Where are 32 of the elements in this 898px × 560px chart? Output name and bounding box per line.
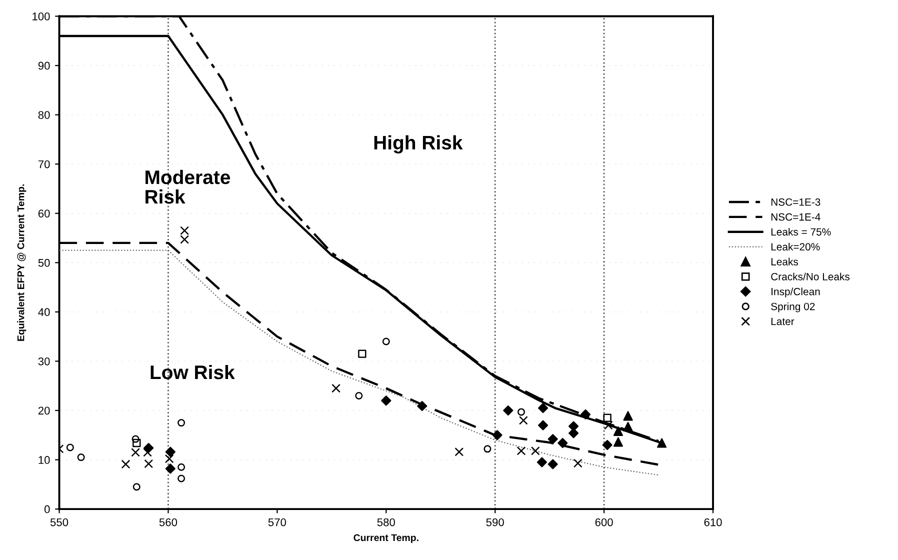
y-tick-label: 50 xyxy=(38,258,50,267)
y-tick-label: 10 xyxy=(38,456,50,464)
annotation: Low Risk xyxy=(150,364,235,380)
y-tick-label: 70 xyxy=(38,160,50,168)
legend-label: NSC=1E-3 xyxy=(771,198,820,206)
x-tick-label: 550 xyxy=(50,518,68,526)
legend-label: Leaks xyxy=(771,258,798,266)
y-tick-label: 60 xyxy=(38,210,50,218)
y-tick-label: 90 xyxy=(38,62,50,70)
y-tick-label: 30 xyxy=(38,357,50,366)
x-tick-label: 580 xyxy=(377,518,395,526)
legend-label: Later xyxy=(771,318,794,326)
x-tick-label: 610 xyxy=(704,518,722,526)
legend-label: Leaks = 75% xyxy=(771,228,831,236)
y-tick-label: 20 xyxy=(38,406,50,415)
legend-label: Cracks/No Leaks xyxy=(771,272,850,280)
y-tick-label: 0 xyxy=(44,505,50,514)
legend-label: Insp/Clean xyxy=(772,288,820,298)
annotation: Moderate Risk xyxy=(146,170,230,204)
x-tick-label: 590 xyxy=(486,518,504,526)
legend-label: Leak=20% xyxy=(771,242,820,251)
legend-label: NSC=1E-4 xyxy=(771,213,820,221)
x-axis-title: Current Temp. xyxy=(354,534,418,544)
x-tick-label: 600 xyxy=(595,518,613,526)
annotation: High Risk xyxy=(374,135,463,154)
x-tick-label: 560 xyxy=(159,518,178,526)
y-tick-label: 100 xyxy=(32,12,50,20)
legend-label: Spring 02 xyxy=(771,302,815,312)
y-tick-label: 80 xyxy=(38,111,50,119)
x-tick-label: 570 xyxy=(268,518,286,526)
y-axis-title: Equivalent EFPY @ Current Temp. xyxy=(17,184,26,341)
y-tick-label: 40 xyxy=(38,308,50,316)
